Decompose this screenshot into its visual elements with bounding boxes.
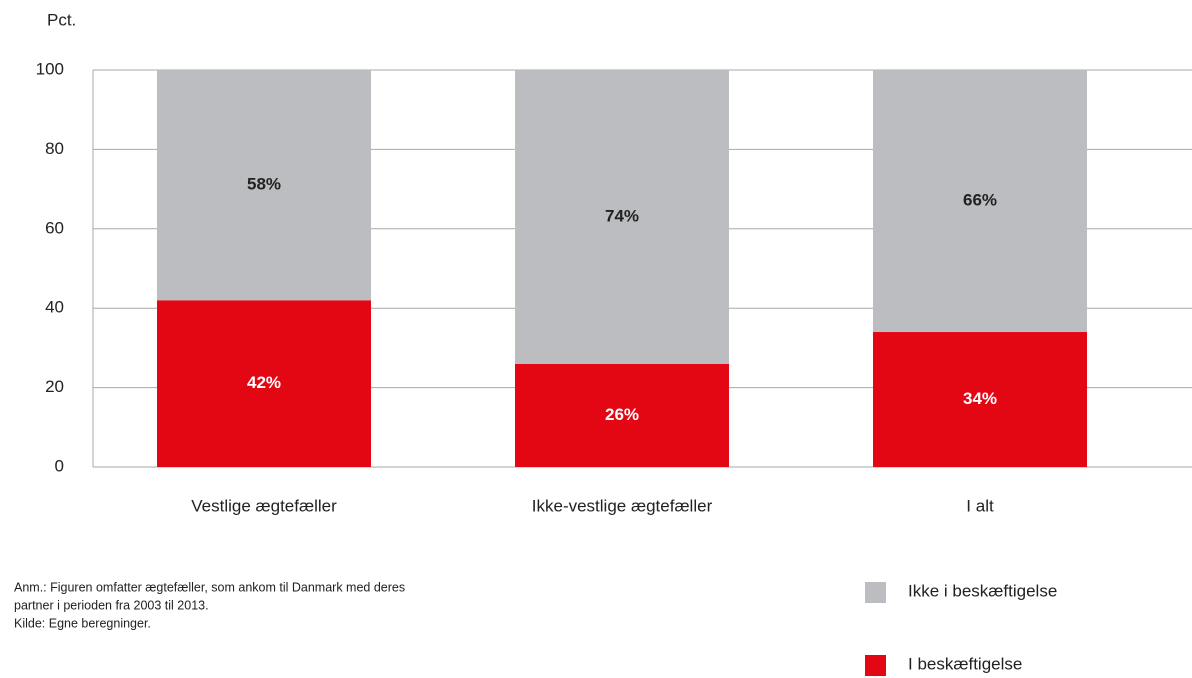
x-tick-label: I alt: [966, 496, 994, 515]
y-tick-label: 0: [55, 456, 64, 475]
legend-label: I beskæftigelse: [908, 654, 1022, 673]
note: Kilde: Egne beregninger.: [14, 616, 151, 630]
note: Anm.: Figuren omfatter ægtefæller, som a…: [14, 580, 405, 594]
y-tick-label: 20: [45, 377, 64, 396]
y-axis-label: Pct.: [47, 10, 76, 29]
y-tick-label: 100: [36, 59, 64, 78]
value-label: 42%: [247, 373, 281, 392]
value-label: 58%: [247, 175, 281, 194]
note: partner i perioden fra 2003 til 2013.: [14, 598, 209, 612]
bar-segment: [873, 332, 1087, 467]
bar-segment: [515, 70, 729, 364]
value-label: 34%: [963, 389, 997, 408]
bar-segment: [157, 300, 371, 467]
x-tick-label: Ikke-vestlige ægtefæller: [532, 496, 713, 515]
value-label: 74%: [605, 206, 639, 225]
x-tick-label: Vestlige ægtefæller: [191, 496, 337, 515]
legend-swatch: [865, 582, 886, 603]
bar-segment: [873, 70, 1087, 333]
y-tick-label: 80: [45, 139, 64, 158]
bar-segment: [157, 70, 371, 301]
legend-swatch: [865, 655, 886, 676]
y-tick-label: 40: [45, 298, 64, 317]
bar-segment: [515, 363, 729, 467]
legend-label: Ikke i beskæftigelse: [908, 581, 1057, 600]
value-label: 26%: [605, 405, 639, 424]
y-tick-label: 60: [45, 218, 64, 237]
value-label: 66%: [963, 190, 997, 209]
